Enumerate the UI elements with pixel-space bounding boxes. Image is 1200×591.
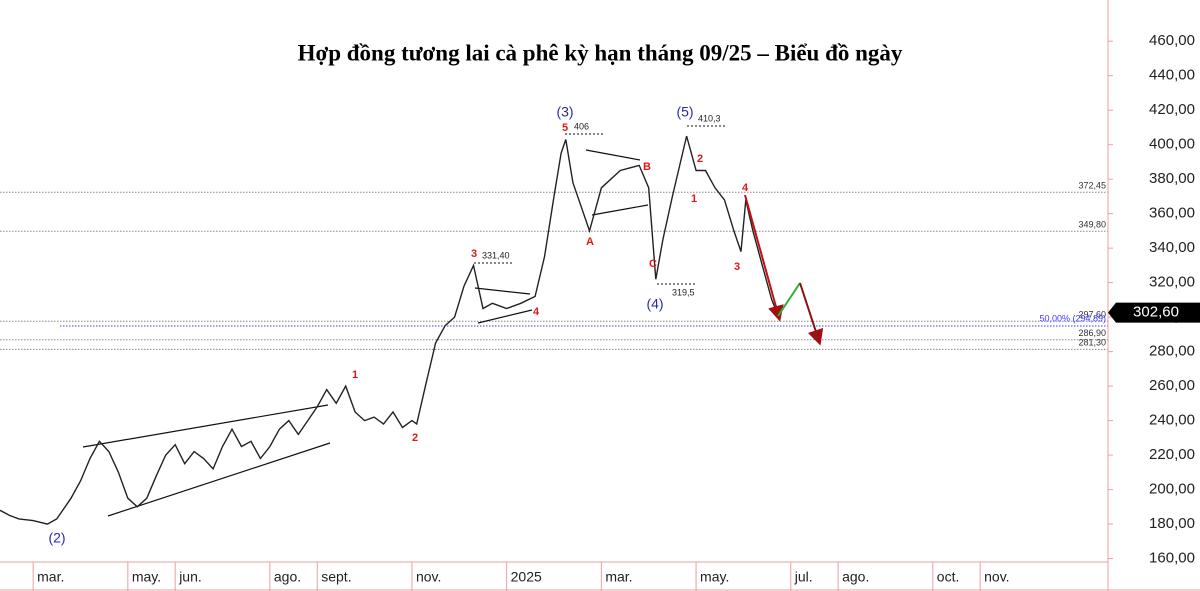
level-label: 349,80 — [1078, 220, 1106, 230]
sub-label: 2 — [697, 153, 703, 165]
y-tick-label: 460,00 — [1149, 32, 1195, 49]
wave-label: (4) — [646, 296, 663, 312]
patterns — [82, 125, 725, 517]
flag-line — [477, 309, 533, 324]
sub-label: 2 — [412, 432, 418, 444]
x-tick-label: oct. — [937, 569, 960, 585]
y-tick-label: 260,00 — [1149, 377, 1195, 394]
x-tick-label: ago. — [274, 569, 301, 585]
x-tick-label: ago. — [842, 569, 869, 585]
y-tick-label: 360,00 — [1149, 205, 1195, 222]
x-tick-label: nov. — [416, 569, 441, 585]
channel-line — [82, 404, 329, 448]
x-tick-label: may. — [700, 569, 729, 585]
last-price-label: 302,60 — [1133, 304, 1179, 321]
sub-label: 4 — [533, 306, 540, 318]
x-tick-label: mar. — [605, 569, 632, 585]
y-tick-label: 200,00 — [1149, 481, 1195, 498]
y-tick-label: 280,00 — [1149, 343, 1195, 360]
channel-line — [107, 442, 331, 517]
price-label: 331,40 — [482, 250, 510, 260]
level-label: 281,30 — [1078, 338, 1106, 348]
sub-label: 3 — [734, 261, 740, 273]
y-tick-label: 160,00 — [1149, 550, 1195, 567]
x-tick-label: mar. — [37, 569, 64, 585]
y-tick-label: 340,00 — [1149, 239, 1195, 256]
sub-label: C — [649, 258, 657, 270]
level-label: 297,60 — [1078, 310, 1106, 320]
projection-up — [777, 282, 801, 317]
y-tick-label: 220,00 — [1149, 446, 1195, 463]
price-label: 406 — [574, 121, 589, 131]
price-label: 319,5 — [672, 287, 695, 297]
x-tick-label: jun. — [178, 569, 202, 585]
y-tick-label: 400,00 — [1149, 136, 1195, 153]
x-tick-label: 2025 — [511, 569, 542, 585]
sub-label: 1 — [691, 193, 697, 205]
y-tick-label: 440,00 — [1149, 67, 1195, 84]
price-line — [0, 135, 780, 525]
y-tick-label: 420,00 — [1149, 101, 1195, 118]
sub-label: 5 — [562, 122, 568, 134]
triangle-line — [591, 204, 649, 216]
level-label: 286,90 — [1078, 328, 1106, 338]
x-tick-label: jul. — [794, 569, 813, 585]
x-tick-label: may. — [132, 569, 161, 585]
triangle-line — [585, 149, 641, 161]
sub-label: B — [643, 161, 651, 173]
wave-label: (5) — [676, 104, 693, 120]
x-tick-label: nov. — [984, 569, 1009, 585]
last-price-tag — [1108, 302, 1200, 323]
y-tick-label: 180,00 — [1149, 515, 1195, 532]
y-tick-label: 240,00 — [1149, 412, 1195, 429]
sub-label: 3 — [471, 248, 477, 260]
wave-label: (2) — [48, 530, 65, 546]
y-tick-label: 380,00 — [1149, 170, 1195, 187]
x-tick-label: sept. — [321, 569, 351, 585]
wave-label: (3) — [556, 104, 573, 120]
chart-title: Hợp đồng tương lai cà phê kỳ hạn tháng 0… — [298, 40, 903, 65]
y-tick-label: 320,00 — [1149, 274, 1195, 291]
flag-line — [474, 287, 531, 295]
projection-arrow — [744, 194, 784, 322]
fib-label: 50,00% (294,89) — [1039, 313, 1106, 323]
level-label: 372,45 — [1078, 181, 1106, 191]
projection-down — [799, 282, 824, 346]
price-label: 410,3 — [698, 113, 721, 123]
plot — [0, 135, 780, 525]
sub-label: A — [586, 236, 594, 248]
sub-label: 1 — [352, 369, 358, 381]
sub-label: 4 — [742, 182, 749, 194]
